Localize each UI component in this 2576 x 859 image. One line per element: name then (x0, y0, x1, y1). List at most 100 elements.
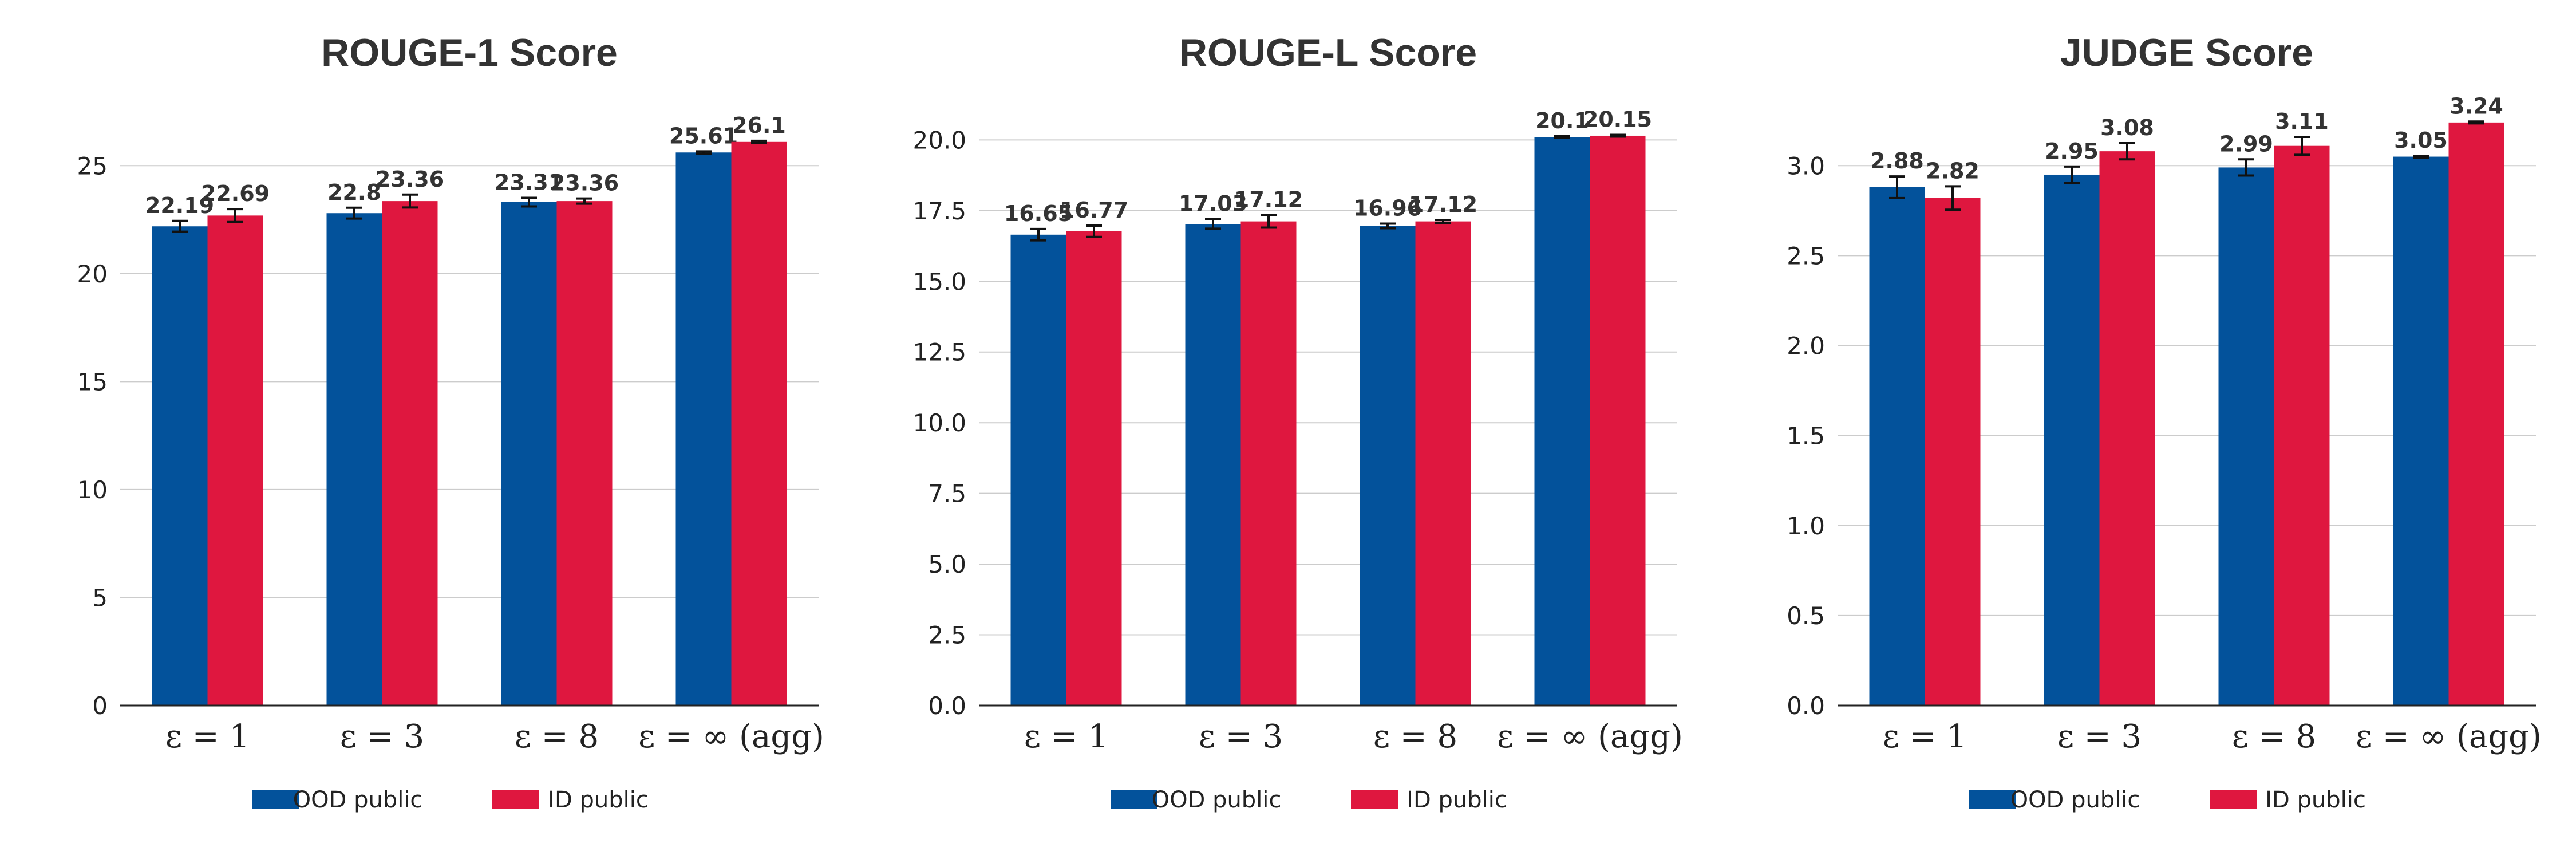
y-tick-label: 20.0 (912, 126, 966, 154)
y-tick-label: 20 (77, 260, 108, 288)
x-tick-label: ε = 3 (2057, 718, 2142, 755)
data-label: 22.8 (327, 180, 381, 205)
data-label: 23.31 (495, 170, 563, 195)
data-label: 20.1 (1535, 108, 1589, 133)
error-bar (1889, 175, 1905, 199)
y-tick-label: 0 (92, 692, 108, 720)
data-label: 17.03 (1179, 191, 1247, 216)
legend-swatch-ood (1111, 790, 1157, 809)
y-tick-label: 0.0 (1787, 692, 1825, 720)
y-tick-label: 10 (77, 476, 108, 504)
y-tick-label: 5.0 (928, 550, 966, 578)
bar-id-2 (382, 201, 438, 706)
error-bar (2413, 154, 2429, 159)
bar-id-4 (731, 141, 787, 706)
error-bar (402, 193, 418, 209)
chart-panel-3: JUDGE Score 0.0 0.5 1.0 1.5 2.0 2.5 3.0 2.88 2.82… (1787, 31, 2542, 813)
x-tick-label: ε = 1 (165, 718, 250, 755)
data-label: 17.12 (1409, 192, 1477, 217)
legend-label: OOD public (293, 787, 423, 813)
error-bar (2238, 158, 2254, 177)
error-bar (1380, 222, 1396, 230)
error-bar (1435, 219, 1451, 224)
error-bar (1030, 227, 1046, 242)
y-tick-label: 25 (77, 152, 108, 180)
legend-swatch-id (1351, 790, 1398, 809)
bar-ood-2 (326, 213, 382, 706)
bar-id-1 (1925, 198, 1981, 706)
data-label: 16.65 (1004, 201, 1073, 226)
x-tick-label: ε = 1 (1024, 718, 1108, 755)
data-label: 3.08 (2100, 115, 2154, 140)
error-bar (2294, 135, 2310, 156)
data-label: 3.24 (2449, 93, 2503, 119)
y-tick-label: 2.0 (1787, 332, 1825, 360)
legend-label: OOD public (1152, 787, 1282, 813)
chart-title: ROUGE-1 Score (321, 31, 618, 74)
bar-id-1 (1066, 231, 1122, 706)
error-bar (1086, 224, 1102, 238)
data-label: 2.99 (2219, 131, 2273, 156)
y-tick-label: 15.0 (912, 267, 966, 295)
bar-id-4 (2448, 122, 2504, 706)
y-tick-label: 7.5 (928, 480, 966, 508)
data-label: 26.1 (732, 113, 786, 138)
bar-ood-1 (152, 226, 208, 706)
x-tick-label: ε = 8 (2232, 718, 2316, 755)
y-tick-label: 12.5 (912, 338, 966, 367)
error-bar (1554, 135, 1570, 139)
bar-ood-3 (501, 202, 557, 706)
data-label: 25.61 (669, 123, 738, 148)
error-bar (1610, 133, 1626, 138)
data-label: 16.77 (1060, 198, 1128, 223)
bar-ood-1 (1869, 187, 1925, 706)
error-bar (696, 150, 712, 155)
x-tick-label: ε = 1 (1883, 718, 1967, 755)
x-tick-label: ε = ∞ (agg) (1497, 718, 1683, 755)
bar-ood-1 (1010, 234, 1066, 706)
legend-swatch-ood (252, 790, 299, 809)
y-tick-label: 3.0 (1787, 152, 1825, 180)
legend-swatch-id (492, 790, 539, 809)
chart-title: ROUGE-L Score (1179, 31, 1477, 74)
legend: OOD public ID public (1969, 787, 2366, 813)
bar-id-3 (1415, 221, 1471, 706)
y-tick-label: 17.5 (912, 197, 966, 225)
data-label: 2.82 (1926, 158, 1980, 183)
bar-id-2 (2099, 151, 2155, 706)
x-tick-label: ε = 8 (1373, 718, 1457, 755)
legend-swatch-id (2210, 790, 2257, 809)
data-label: 23.36 (376, 167, 444, 192)
bar-ood-4 (2393, 156, 2449, 706)
error-bar (1261, 214, 1277, 229)
bar-ood-4 (675, 152, 732, 706)
legend-label: ID public (548, 787, 649, 813)
bar-ood-3 (1360, 226, 1416, 706)
error-bar (1205, 218, 1221, 230)
data-label: 16.96 (1353, 196, 1422, 221)
y-tick-label: 5 (92, 584, 108, 612)
bar-id-3 (556, 201, 613, 706)
data-label: 3.11 (2275, 109, 2329, 134)
error-bar (346, 206, 362, 220)
error-bar (2468, 120, 2484, 125)
error-bar (576, 197, 592, 205)
error-bar (1945, 185, 1961, 211)
bar-ood-4 (1534, 137, 1590, 706)
y-tick-label: 2.5 (928, 621, 966, 649)
bar-id-3 (2274, 145, 2330, 706)
legend-swatch-ood (1969, 790, 2016, 809)
legend-label: ID public (2265, 787, 2366, 813)
data-label: 23.36 (550, 171, 619, 196)
error-bar (751, 139, 767, 144)
x-tick-label: ε = 3 (340, 718, 424, 755)
legend-label: ID public (1406, 787, 1507, 813)
bar-ood-2 (1185, 224, 1241, 706)
data-label: 2.88 (1870, 148, 1924, 174)
data-label: 20.15 (1583, 107, 1652, 132)
data-label: 17.12 (1234, 187, 1303, 212)
data-label: 22.19 (145, 193, 214, 218)
y-tick-label: 1.5 (1787, 422, 1825, 450)
y-tick-label: 2.5 (1787, 242, 1825, 270)
